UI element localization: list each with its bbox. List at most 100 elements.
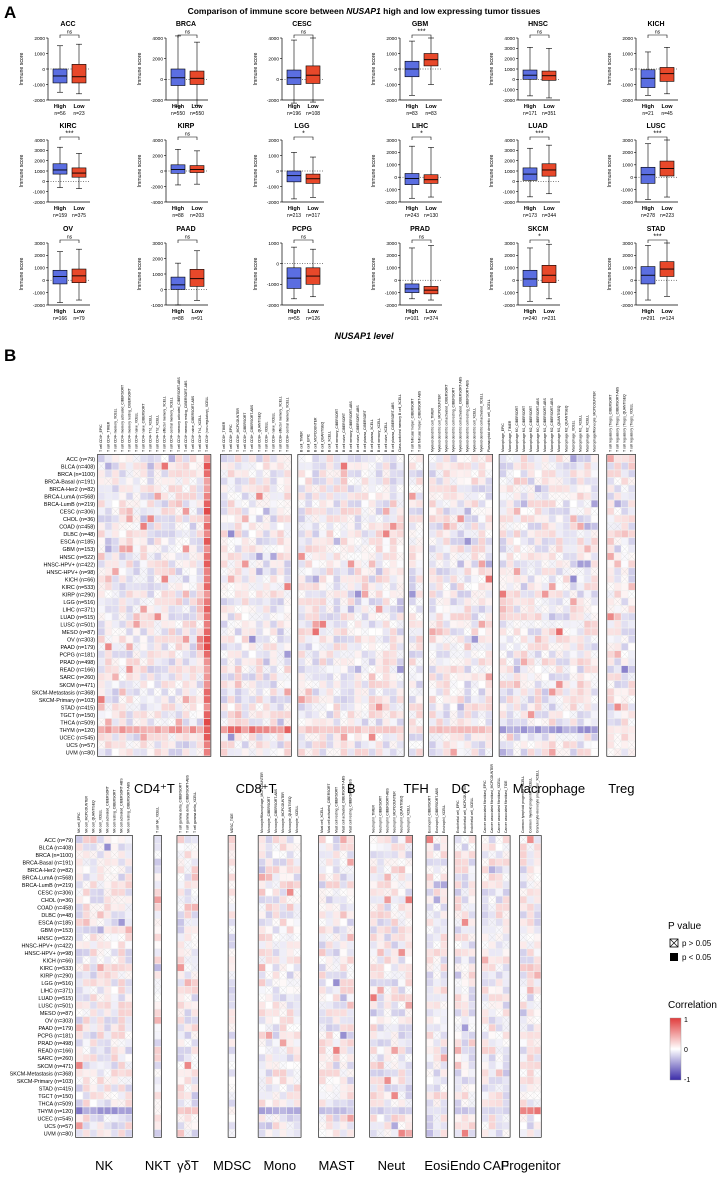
heatmap-cell [319,462,327,470]
heatmap-cell [75,1016,83,1024]
heatmap-cell [607,454,615,463]
heatmap-cell [450,725,458,734]
heatmap-nonsig-cross [408,485,416,493]
heatmap-cell [436,658,444,666]
heatmap-nonsig-cross [396,500,404,508]
heatmap-row-label: THCA (n=509) [60,720,95,726]
heatmap-nonsig-cross [408,454,416,463]
heatmap-cell [506,515,514,523]
heatmap-cell [415,673,423,681]
heatmap-nonsig-cross [175,575,183,583]
heatmap-nonsig-cross [541,680,549,689]
heatmap-cell [191,1016,199,1024]
heatmap-cell [248,522,256,531]
heatmap-cell [520,530,528,538]
heatmap-cell [161,515,169,523]
heatmap-cell [161,522,169,531]
heatmap-cell [312,612,320,621]
heatmap-cell [541,530,549,538]
heatmap-cell [97,590,105,598]
heatmap-cell [520,560,528,568]
heatmap-cell [305,507,313,515]
heatmap-cell [234,673,242,681]
heatmap-cell [111,1054,119,1062]
heatmap-cell [347,537,355,546]
heatmap-cell [312,725,320,734]
heatmap-nonsig-cross [471,643,479,651]
heatmap-cell [177,1054,185,1062]
y-axis-label: Immune score [371,257,377,290]
heatmap-cell [89,1091,97,1100]
heatmap-cell [118,881,126,889]
heatmap-cell [203,500,211,508]
heatmap-column-label: T cell CD4+ memory activated_CIBERSORT-A… [177,376,181,452]
heatmap-cell [258,971,266,979]
heatmap-nonsig-cross [182,703,190,711]
heatmap-nonsig-cross [450,635,458,643]
heatmap-cell [389,612,397,621]
heatmap-cell [548,484,556,493]
heatmap-cell [191,911,199,919]
heatmap-cell [333,612,341,621]
heatmap-cell [305,635,313,643]
heatmap-cell [621,590,629,598]
heatmap-cell [621,500,629,508]
heatmap-cell [284,537,292,546]
heatmap-cell [184,1054,192,1062]
heatmap-nonsig-cross [191,843,199,851]
heatmap-cell [182,635,190,643]
heatmap-cell [408,620,416,628]
heatmap-cell [628,612,636,621]
heatmap-cell [319,718,327,726]
heatmap-cell [140,605,148,613]
heatmap-cell [415,500,423,508]
heatmap-column-label: B cell naive_CIBERSORT-ABS [356,405,360,452]
heatmap-cell [161,605,169,613]
heatmap-cell [513,643,521,651]
heatmap-cell [457,673,465,681]
heatmap-cell [628,725,636,734]
heatmap-cell [591,733,599,741]
heatmap-cell [569,748,577,756]
heatmap-cell [555,515,563,523]
heatmap-cell [119,740,126,749]
group-label: Low [662,206,674,212]
heatmap-cell [286,888,294,896]
group-n-label: n=108 [306,111,320,117]
heatmap-cell [428,695,436,704]
heatmap-cell [104,484,112,493]
heatmap-nonsig-cross [319,643,327,651]
heatmap-cell [125,933,133,942]
heatmap-cell [111,1001,119,1009]
heatmap-cell [97,926,104,934]
heatmap-cell [520,733,528,741]
heatmap-cell [361,605,369,613]
heatmap-cell [408,658,416,666]
heatmap-cell [262,454,270,463]
heatmap-cell [464,515,472,523]
heatmap-cell [485,710,493,719]
heatmap-cell [368,680,376,689]
heatmap-cell [284,740,292,749]
heatmap-cell [312,628,320,636]
heatmap-cell [506,552,514,561]
y-tick-label: 1000 [34,51,45,57]
heatmap-row-label: LUAD (n=515) [38,996,73,1002]
heatmap-nonsig-cross [347,515,355,523]
heatmap-cell [133,658,141,666]
heatmap-cell [396,522,404,531]
heatmap-cell [436,477,444,485]
heatmap-cell [241,688,249,696]
heatmap-cell [203,492,211,500]
heatmap-cell [111,1106,119,1115]
heatmap-cell [499,605,507,613]
heatmap-cell [548,673,556,681]
heatmap-nonsig-cross [429,658,436,666]
y-tick-label: -2000 [621,200,634,206]
heatmap-cell [319,740,327,749]
heatmap-cell [319,733,327,741]
heatmap-cell [147,575,155,583]
heatmap-nonsig-cross [415,462,423,470]
heatmap-cell [97,1106,104,1115]
